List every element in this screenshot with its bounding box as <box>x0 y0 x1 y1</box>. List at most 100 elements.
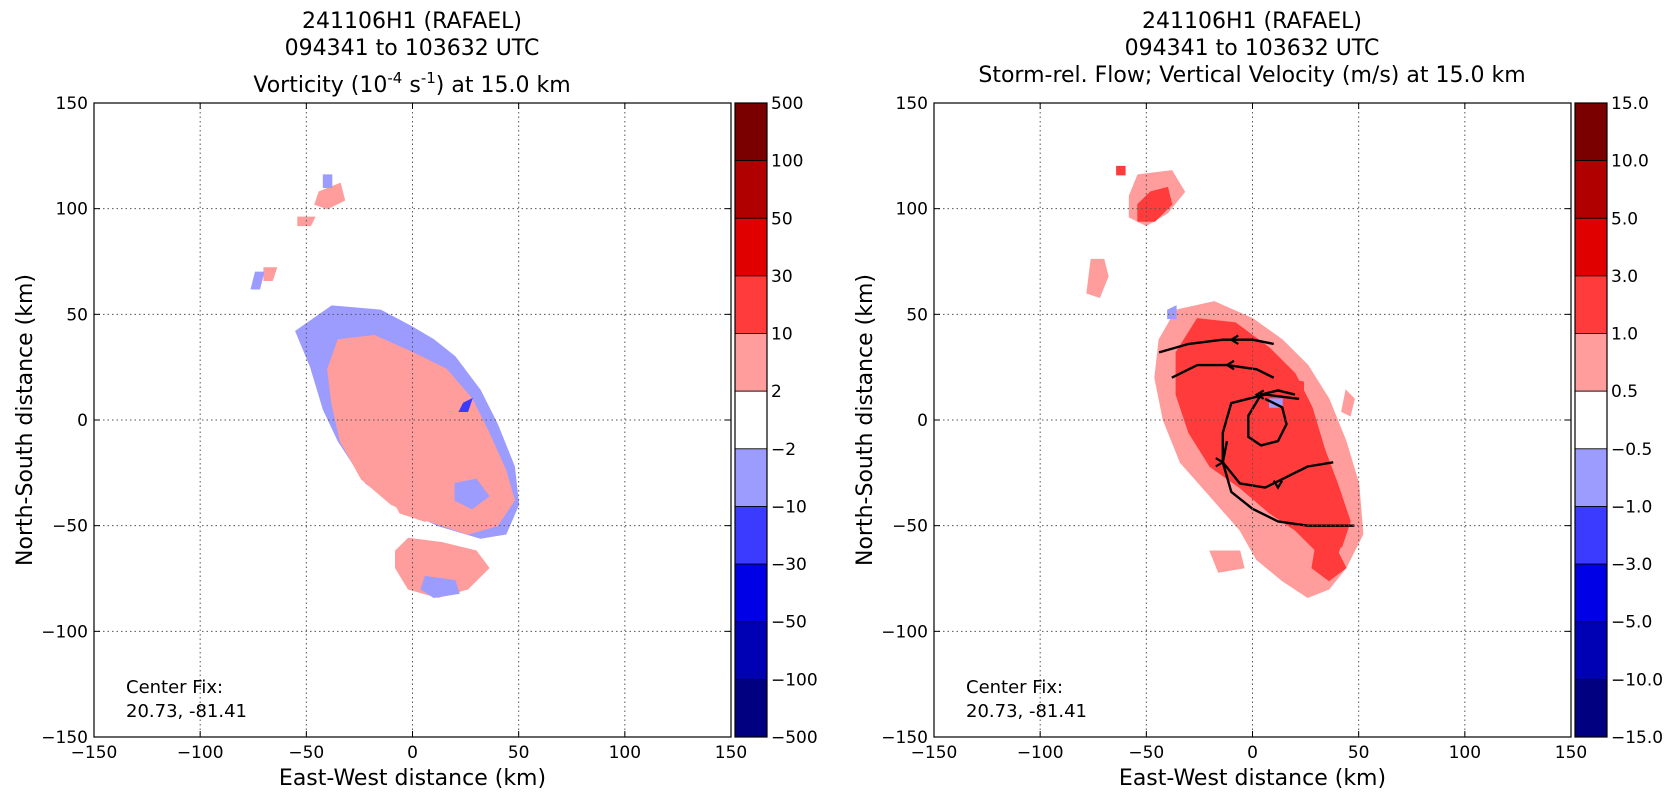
colorbar-tick-label: 50 <box>771 209 793 229</box>
contour-region <box>458 397 473 412</box>
colorbar-tick-label: 5.0 <box>1611 209 1638 229</box>
center-fix-label: Center Fix: <box>126 677 223 698</box>
x-axis-label: East-West distance (km) <box>279 766 546 791</box>
colorbar-swatch <box>1574 678 1608 738</box>
colorbar-swatch <box>734 390 768 450</box>
x-tick-label: −50 <box>1128 743 1164 763</box>
vorticity-panel: −150 −100 −50 0 50 100 150150100500−50−100−150… <box>13 9 818 791</box>
colorbar-tick-label: 1.0 <box>1611 325 1638 345</box>
contour-region <box>1281 377 1304 396</box>
y-axis-label: North-South distance (km) <box>853 274 878 566</box>
x-tick-label: −100 <box>1017 743 1064 763</box>
contour-region <box>1116 165 1126 176</box>
streamline <box>1221 440 1355 527</box>
colorbar-tick-label: −0.5 <box>1611 440 1652 460</box>
streamline-arrowhead <box>1224 359 1235 371</box>
colorbar-tick-label: 100 <box>771 152 803 172</box>
chart-title-line: 094341 to 103632 UTC <box>285 36 540 61</box>
colorbar-swatch <box>1574 102 1608 162</box>
colorbar-frame <box>734 102 768 738</box>
colorbar-swatch <box>734 160 768 219</box>
x-axis-label: East-West distance (km) <box>1119 766 1386 791</box>
x-tick-label: −100 <box>177 743 224 763</box>
streamline-arrowhead <box>1229 334 1239 345</box>
contour-region <box>1341 389 1355 417</box>
y-tick-label: 100 <box>896 200 928 220</box>
x-tick-label: 150 <box>1555 743 1587 763</box>
colorbar-swatch <box>734 275 768 334</box>
streamline-arrowhead <box>1254 389 1265 400</box>
colorbar-swatch <box>734 333 768 392</box>
colorbar-swatch <box>1574 390 1608 450</box>
y-tick-label: 0 <box>917 411 928 431</box>
center-fix-value: 20.73, -81.41 <box>126 701 247 722</box>
chart-title-line: 241106H1 (RAFAEL) <box>1142 9 1362 34</box>
chart-title-line: Vorticity (10-4 s-1) at 15.0 km <box>253 69 570 98</box>
colorbar-swatch <box>1574 563 1608 623</box>
filled-contours <box>250 174 520 599</box>
x-tick-label: 50 <box>508 743 530 763</box>
colorbar-swatch <box>734 217 768 277</box>
y-tick-label: 150 <box>56 94 88 114</box>
y-tick-label: 150 <box>896 94 928 114</box>
colorbar-tick-label: −30 <box>771 555 807 575</box>
colorbar-tick-label: −500 <box>771 728 818 748</box>
colorbar-tick-label: 10 <box>771 325 793 345</box>
y-tick-label: 0 <box>77 411 88 431</box>
colorbar-swatch <box>1574 506 1608 565</box>
contour-region <box>322 174 333 188</box>
colorbar-tick-label: −3.0 <box>1611 555 1652 575</box>
colorbar-tick-label: 2 <box>771 382 782 402</box>
filled-contours <box>1086 165 1364 599</box>
vertical-velocity-panel: −150 −100 −50 0 50 100 150 150 100 50 0 −50 −100 −150… <box>853 9 1663 791</box>
y-axis-label: North-South distance (km) <box>13 274 38 566</box>
colorbar-swatch <box>1574 333 1608 392</box>
colorbar-tick-label: −5.0 <box>1611 613 1652 633</box>
contour-region <box>1086 258 1109 299</box>
y-tick-label: 50 <box>66 305 88 325</box>
colorbar-tick-label: −10.0 <box>1611 670 1663 690</box>
colorbar-frame <box>1574 102 1608 738</box>
contour-region <box>390 482 443 522</box>
streamline <box>1247 389 1296 447</box>
colorbar-swatch <box>1574 448 1608 507</box>
contour-region <box>263 267 278 281</box>
y-tick-label: −150 <box>881 728 928 748</box>
colorbar-tick-label: −100 <box>771 670 818 690</box>
colorbar-swatch <box>734 563 768 623</box>
colorbar-tick-label: −1.0 <box>1611 497 1652 517</box>
colorbar-tick-label: −50 <box>771 613 807 633</box>
colorbar-swatch <box>1574 160 1608 219</box>
x-tick-label: −150 <box>71 743 118 763</box>
y-tick-label: −50 <box>52 517 88 537</box>
y-tick-label: −150 <box>41 728 88 748</box>
colorbar-swatch <box>734 102 768 162</box>
colorbar-tick-label: 15.0 <box>1611 94 1649 114</box>
contour-region <box>454 478 490 510</box>
contour-region <box>1167 305 1177 320</box>
contour-region <box>360 372 460 472</box>
y-tick-label: 100 <box>56 200 88 220</box>
colorbar-tick-label: −10 <box>771 497 807 517</box>
contour-region <box>1324 537 1343 556</box>
streamline <box>1158 338 1274 354</box>
contour-region <box>1209 550 1245 573</box>
colorbar-swatch <box>734 621 768 680</box>
colorbar-tick-label: 3.0 <box>1611 267 1638 287</box>
colorbar-swatch <box>1574 621 1608 680</box>
colorbar-tick-label: 10.0 <box>1611 152 1649 172</box>
colorbar-swatch <box>734 448 768 507</box>
chart-title-line: 241106H1 (RAFAEL) <box>302 9 522 34</box>
y-tick-label: −100 <box>41 622 88 642</box>
x-tick-label: 0 <box>1247 743 1258 763</box>
x-tick-label: 150 <box>715 743 747 763</box>
chart-title-line: Storm-rel. Flow; Vertical Velocity (m/s)… <box>978 63 1525 88</box>
contour-region <box>250 271 265 290</box>
chart-title-line: 094341 to 103632 UTC <box>1125 36 1380 61</box>
colorbar-tick-label: 500 <box>771 94 803 114</box>
y-tick-label: −50 <box>892 517 928 537</box>
streamline-arrowhead <box>1272 480 1284 490</box>
colorbar-tick-label: 30 <box>771 267 793 287</box>
x-tick-label: 50 <box>1348 743 1370 763</box>
